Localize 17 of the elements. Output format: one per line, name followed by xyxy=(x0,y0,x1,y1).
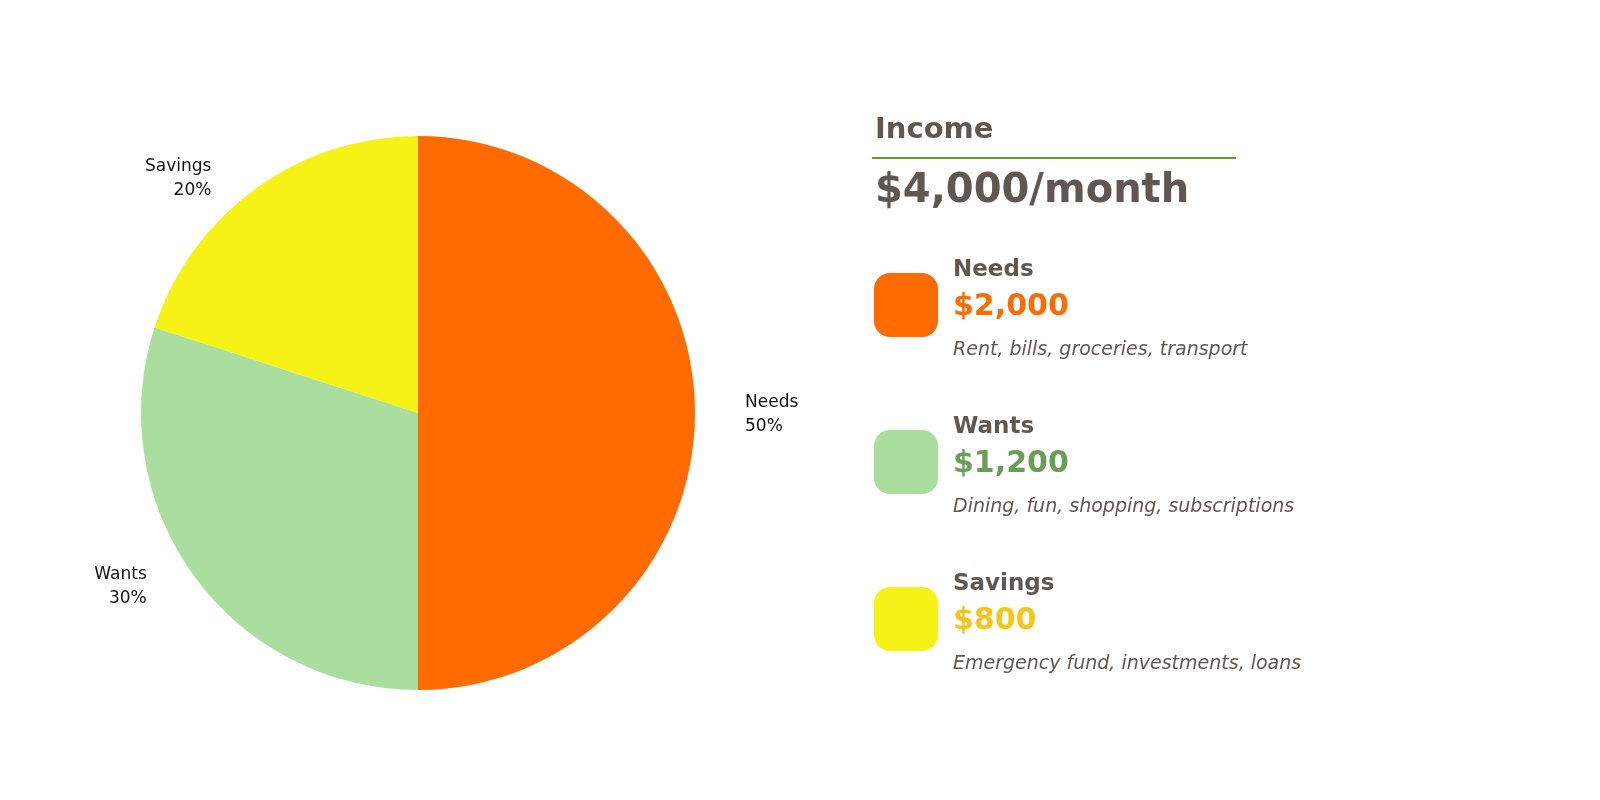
slice-label: Needs xyxy=(745,391,799,411)
data-label: 50% xyxy=(745,415,783,435)
text: Dining, fun, shopping, subscriptions xyxy=(953,493,1295,518)
text: $2,000 xyxy=(953,286,1069,324)
text: Income xyxy=(875,110,994,145)
category-label: Savings xyxy=(953,569,1055,595)
text: Rent, bills, groceries, transport xyxy=(953,336,1248,361)
category-label: Wants xyxy=(953,412,1035,438)
category-label: Needs xyxy=(953,255,1034,281)
text: $1,200 xyxy=(953,443,1069,481)
text: Emergency fund, investments, loans xyxy=(953,650,1302,675)
data-label: 20% xyxy=(173,178,212,199)
text: $4,000/month xyxy=(875,165,1190,211)
text: $800 xyxy=(953,600,1037,638)
data-label: 30% xyxy=(108,586,147,607)
slice-label: Savings xyxy=(144,154,212,175)
slice-label: Wants xyxy=(94,562,147,583)
